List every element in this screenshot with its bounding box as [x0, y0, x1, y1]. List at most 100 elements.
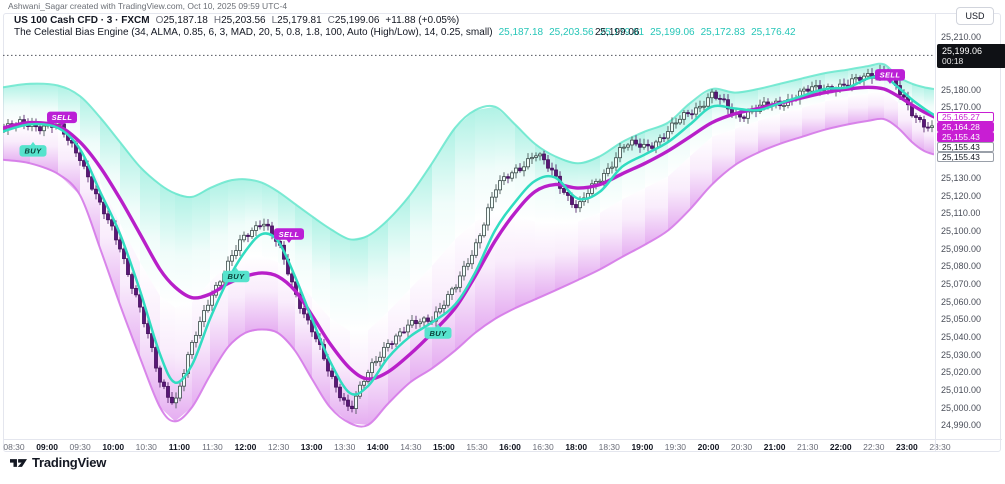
symbol-header-row[interactable]: US 100 Cash CFD · 3 · FXCM O25,187.18 H 25,…: [14, 15, 459, 26]
time-tick-label: 12:30: [267, 442, 290, 452]
price-tick-label: 25,000.00: [941, 402, 982, 413]
upper-band-edge: [3, 62, 934, 241]
time-tick-label: 15:30: [466, 442, 488, 452]
time-tick-label: 14:00: [366, 442, 389, 452]
indicator-value: 25,172.83: [700, 27, 746, 38]
time-tick-label: 23:30: [929, 442, 951, 452]
currency-button[interactable]: USD: [956, 7, 994, 25]
ohlc-values: O25,187.18 H25,203.56 L25,179.81 C25,199.06: [150, 15, 380, 26]
price-tick-label: 25,170.00: [941, 102, 982, 113]
indicator-value: 25,203.56: [549, 27, 594, 38]
axis-separator-vertical: [935, 13, 936, 452]
buy-signal-label: BUY: [424, 324, 452, 339]
time-tick-label: 19:30: [664, 442, 687, 452]
plot-area[interactable]: BUY SELL BUY SELL BUY SELL: [3, 54, 935, 428]
buy-signal-label: BUY: [19, 141, 47, 157]
indicator-header-row[interactable]: The Celestial Bias Engine (34, ALMA, 0.8…: [14, 27, 796, 38]
time-tick-label: 12:00: [234, 442, 257, 452]
tradingview-logo-text: TradingView: [32, 455, 107, 470]
price-tick-label: 25,050.00: [941, 314, 982, 325]
indicator-price-label: 25,155.43: [937, 142, 994, 152]
price-tick-label: 25,030.00: [941, 349, 982, 360]
candles: [3, 64, 934, 414]
sell-signal-label: SELL: [47, 111, 77, 127]
ohlc-key: O: [155, 15, 164, 26]
tradingview-logo[interactable]: TradingView: [10, 455, 106, 470]
indicator-value: 25,179.81: [599, 27, 645, 38]
indicator-price-label: 25,155.43: [937, 132, 994, 142]
time-tick-label: 15:00: [433, 442, 455, 452]
time-tick-label: 10:00: [102, 442, 125, 452]
attribution-text: Ashwani_Sagar created with TradingView.c…: [8, 1, 288, 11]
symbol-title[interactable]: US 100 Cash CFD · 3 · FXCM: [14, 15, 150, 26]
time-tick-label: 16:00: [499, 442, 521, 452]
svg-text:SELL: SELL: [52, 113, 73, 122]
fast-line: [3, 74, 934, 396]
indicator-value: 25,187.18: [498, 27, 544, 38]
price-tick-label: 25,120.00: [941, 190, 982, 201]
time-tick-label: 20:30: [730, 442, 753, 452]
time-tick-label: 11:00: [168, 442, 190, 452]
time-tick-label: 18:30: [598, 442, 620, 452]
time-tick-label: 08:30: [3, 442, 25, 452]
ohlc-value: 25,179.81: [277, 15, 322, 26]
indicator-title[interactable]: The Celestial Bias Engine (34, ALMA, 0.8…: [14, 27, 493, 38]
price-tick-label: 25,070.00: [941, 279, 982, 290]
indicator-price-label: 25,155.43: [937, 152, 994, 162]
time-tick-label: 23:00: [896, 442, 918, 452]
time-tick-label: 13:00: [300, 442, 323, 452]
price-tick-label: 25,210.00: [941, 31, 982, 42]
indicator-values: 25,187.18 25,203.56 25,179.81 25,199.06 25,1…: [493, 27, 796, 38]
time-tick-label: 22:30: [863, 442, 885, 452]
svg-text:BUY: BUY: [227, 272, 245, 281]
time-tick-label: 21:00: [763, 442, 786, 452]
change-value: +11.88 (+0.05%): [385, 15, 460, 26]
ohlc-value: 25,199.06: [334, 15, 380, 26]
bar-countdown: 00:18: [942, 56, 964, 67]
price-tick-label: 25,060.00: [941, 296, 982, 307]
indicator-value: 25,199.06: [650, 27, 695, 38]
indicator-extra-value: 25,199.06: [595, 27, 640, 38]
lower-band-edge: [3, 117, 934, 428]
sell-signal-label: SELL: [875, 69, 905, 84]
svg-text:BUY: BUY: [24, 147, 42, 156]
price-tick-label: 25,020.00: [941, 367, 982, 378]
price-tick-label: 25,010.00: [941, 385, 982, 396]
time-tick-label: 09:00: [36, 442, 58, 452]
price-tick-label: 25,110.00: [941, 208, 981, 219]
sell-signal-label: SELL: [274, 228, 304, 244]
price-tick-label: 25,040.00: [941, 332, 982, 343]
time-tick-label: 22:00: [829, 442, 852, 452]
svg-text:SELL: SELL: [279, 230, 300, 239]
time-tick-label: 10:30: [135, 442, 157, 452]
tradingview-logo-icon: [10, 458, 27, 467]
time-tick-label: 09:30: [69, 442, 91, 452]
time-tick-label: 13:30: [334, 442, 356, 452]
ohlc-key: H: [213, 15, 222, 26]
ohlc-value: 25,187.18: [163, 15, 208, 26]
time-tick-label: 16:30: [532, 442, 554, 452]
time-tick-label: 11:30: [202, 442, 223, 452]
ohlc-key: L: [271, 15, 278, 26]
price-tick-label: 25,130.00: [941, 172, 982, 183]
price-tick-label: 25,080.00: [941, 261, 982, 272]
buy-signal-label: BUY: [222, 267, 250, 283]
price-tick-label: 25,090.00: [941, 243, 982, 254]
indicator-value: 25,176.42: [751, 27, 796, 38]
last-price-value: 25,199.06: [942, 46, 983, 57]
trend-line: [3, 85, 934, 381]
last-price-label: 25,199.06 00:18: [937, 44, 1005, 69]
time-tick-label: 21:30: [797, 442, 819, 452]
price-tick-label: 25,180.00: [941, 84, 982, 95]
svg-text:SELL: SELL: [880, 71, 901, 80]
time-tick-label: 14:30: [400, 442, 422, 452]
time-tick-label: 20:00: [697, 442, 720, 452]
axis-separator-horizontal: [3, 439, 1002, 440]
time-tick-label: 18:00: [565, 442, 588, 452]
indicator-price-label: 25,165.27: [937, 112, 994, 122]
indicator-price-label: 25,164.28: [937, 122, 994, 132]
price-tick-label: 25,100.00: [941, 225, 982, 236]
price-tick-label: 24,990.00: [941, 420, 982, 431]
